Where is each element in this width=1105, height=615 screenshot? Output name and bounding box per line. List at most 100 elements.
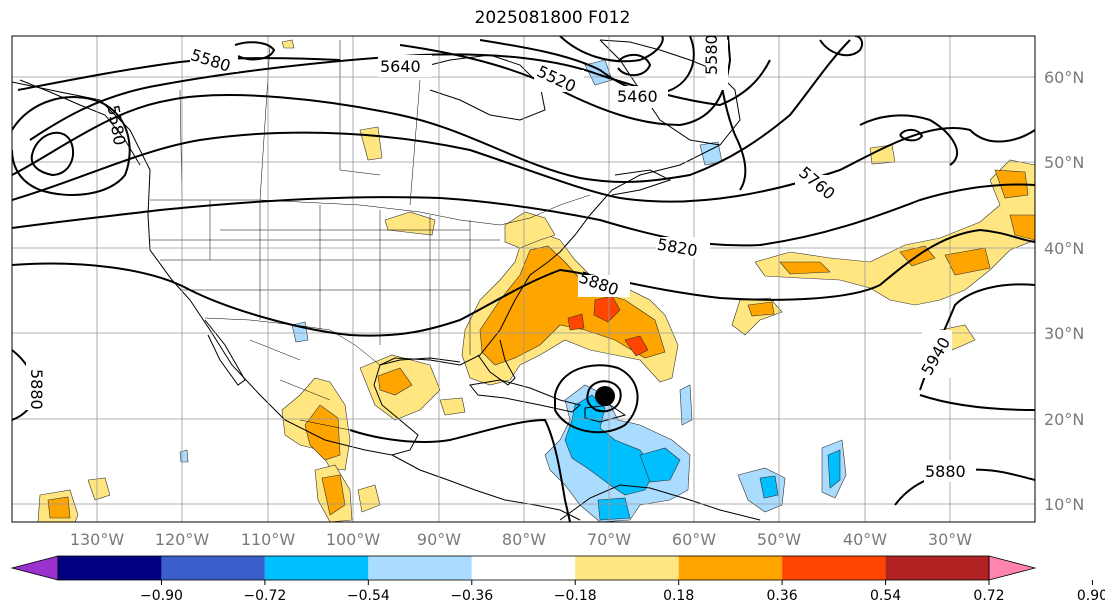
lat-label: 40°N	[1044, 239, 1084, 258]
contour-5700	[12, 39, 851, 183]
contour-label: 5580	[702, 34, 721, 75]
contour-5760	[12, 127, 1035, 203]
contour-label: 5880	[925, 462, 966, 481]
colorbar-tick-label: −0.72	[243, 588, 286, 604]
contour-north-ridge	[859, 114, 959, 166]
positive-anomaly-region	[357, 484, 381, 513]
lat-label: 20°N	[1044, 410, 1084, 429]
lon-label: 50°W	[757, 530, 801, 549]
contour-5460	[479, 36, 695, 94]
lon-label: 100°W	[326, 530, 381, 549]
negative-anomaly-region	[179, 449, 189, 463]
colorbar-tick-label: 0.90	[1077, 588, 1105, 604]
lon-label: 40°W	[843, 530, 887, 549]
negative-anomaly-core	[827, 449, 841, 489]
positive-anomaly-core	[1009, 214, 1035, 241]
map-title: 2025081800 F012	[474, 8, 631, 28]
latitude-labels: 60°N 50°N 40°N 30°N 20°N 10°N	[1044, 68, 1084, 514]
positive-anomaly-region	[439, 397, 466, 416]
contour-pacific-low-outer	[12, 96, 131, 196]
colorbar-tick-label: −0.18	[554, 588, 597, 604]
positive-anomaly-core	[47, 496, 71, 519]
contour-hudson-loop	[234, 41, 276, 61]
contour-label: 5880	[27, 369, 46, 410]
state-borders	[150, 200, 500, 360]
contour-5880-caribbean	[349, 418, 571, 522]
colorbar-segment	[885, 556, 989, 580]
contour-greenland-loop	[617, 53, 652, 77]
canada-us-border	[150, 194, 591, 226]
colorbar-extend-high	[988, 555, 1037, 581]
positive-anomaly-core	[377, 367, 413, 396]
positive-anomaly-core	[779, 261, 831, 275]
map-frame	[11, 35, 1036, 523]
lon-label: 70°W	[587, 530, 631, 549]
positive-anomaly-core	[479, 245, 666, 366]
contour-5820	[12, 183, 1035, 247]
lon-label: 30°W	[928, 530, 972, 549]
contour-label: 5640	[380, 57, 421, 76]
colorbar-tick-label: 0.72	[973, 588, 1004, 604]
lat-label: 60°N	[1044, 68, 1084, 87]
negative-anomaly-core	[564, 394, 656, 496]
south-america-coastline	[559, 484, 761, 521]
alaska-coastline	[19, 79, 141, 166]
us-mexico-border	[204, 317, 381, 366]
colorbar-tick-label: 0.36	[767, 588, 798, 604]
colorbar-tick-label: −0.90	[140, 588, 183, 604]
contour-5880-main	[12, 228, 1035, 337]
contour-5400-low	[559, 36, 664, 63]
colorbar: −0.90 −0.72 −0.54 −0.36 −0.18 0.18 0.36 0.54 0.7…	[10, 555, 1105, 604]
central-america-coastline	[391, 454, 581, 521]
colorbar-segment	[471, 556, 576, 580]
canadian-provinces	[179, 40, 421, 206]
positive-anomaly-core	[944, 247, 991, 276]
lat-label: 30°N	[1044, 324, 1084, 343]
cuba-coastline	[469, 379, 582, 413]
lon-label: 120°W	[155, 530, 210, 549]
gulf-coast	[379, 357, 461, 366]
contour-northeast-loop	[819, 36, 864, 57]
florida-coastline	[477, 339, 516, 386]
lon-label: 60°W	[672, 530, 716, 549]
colorbar-segment	[161, 556, 265, 580]
lon-label: 90°W	[417, 530, 461, 549]
colorbar-segment	[264, 556, 369, 580]
lat-label: 50°N	[1044, 153, 1084, 172]
cyclone-center-marker	[595, 386, 615, 406]
contour-5940-east	[919, 394, 1035, 411]
longitude-labels: 130°W 120°W 110°W 100°W 90°W 80°W 70°W 6…	[70, 530, 972, 549]
colorbar-segment	[678, 556, 783, 580]
lon-label: 130°W	[70, 530, 125, 549]
negative-anomaly-core	[597, 497, 631, 521]
lon-label: 80°W	[502, 530, 546, 549]
colorbar-segment	[368, 556, 472, 580]
baja-coastline	[204, 319, 246, 386]
colorbar-segment	[58, 556, 162, 580]
colorbar-tick-label: 0.18	[663, 588, 694, 604]
colorbar-outline	[57, 555, 990, 581]
height-contours	[12, 36, 1035, 522]
positive-anomaly-core	[747, 301, 775, 317]
strong-positive-core	[567, 313, 585, 331]
contour-pacific-low-inner	[30, 131, 75, 177]
negative-anomaly-region	[679, 384, 693, 426]
contour-cyclone-outer	[554, 364, 639, 434]
nova-scotia-coastline	[611, 169, 672, 196]
positive-anomaly-region	[281, 39, 295, 49]
strong-positive-core	[624, 335, 649, 357]
colorbar-tick-label: 0.54	[870, 588, 901, 604]
mexico-states	[249, 339, 351, 431]
contour-cyclone-inner	[586, 380, 622, 413]
colorbar-extend-low	[10, 555, 59, 581]
colorbar-tick-label: −0.54	[347, 588, 390, 604]
lon-label: 110°W	[241, 530, 296, 549]
political-borders	[150, 40, 591, 431]
positive-anomaly-region	[87, 477, 111, 501]
colorbar-segment	[782, 556, 886, 580]
negative-anomaly-core	[759, 475, 779, 499]
contour-label: 5460	[617, 87, 658, 106]
lat-label: 10°N	[1044, 495, 1084, 514]
positive-anomaly-core	[321, 474, 346, 516]
